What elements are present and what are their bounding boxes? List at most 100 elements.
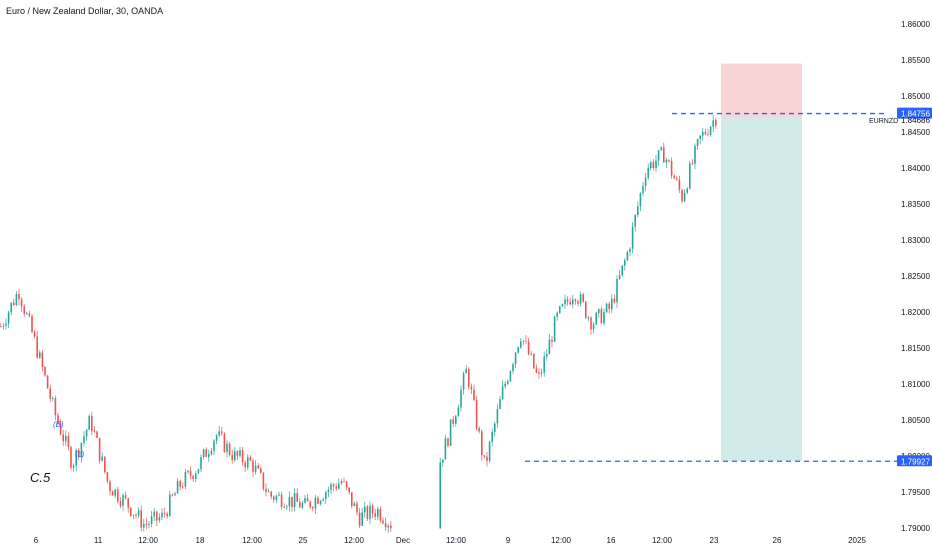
candle-body (709, 126, 712, 135)
price-tick-label: 1.82000 (901, 308, 930, 317)
candle-body (312, 507, 314, 509)
candle-body (15, 293, 18, 306)
candle-body (114, 489, 116, 496)
candle-body (104, 456, 106, 473)
time-tick-label: 16 (607, 536, 616, 545)
candle-body (488, 441, 491, 461)
candle-body (689, 163, 691, 189)
candle-body (314, 497, 317, 509)
candle-body (153, 511, 155, 517)
time-axis[interactable]: 6 11 12:00 18 12:00 25 12:00 Dec 12:00 9 12:00 16 12… (34, 536, 867, 545)
candlestick-series (0, 115, 717, 533)
candle-body (712, 120, 714, 127)
candle-body (546, 354, 548, 357)
candle-body (319, 500, 322, 504)
support-price-label: 1.79927 (897, 455, 932, 467)
candle-body (57, 415, 59, 424)
candle-body (470, 386, 473, 390)
candle-body (691, 163, 694, 165)
candle-body (169, 494, 171, 517)
candle-body (234, 451, 236, 461)
price-axis[interactable]: 1.86000 1.85500 1.85000 1.84500 1.84000 1.835… (901, 20, 930, 533)
candle-body (569, 301, 571, 305)
candle-body (228, 443, 231, 455)
candle-body (174, 493, 176, 496)
candle-body (205, 449, 207, 457)
candle-body (106, 472, 109, 482)
candle-body (109, 481, 111, 492)
price-tick-label: 1.82500 (901, 272, 930, 281)
candle-body (377, 508, 379, 517)
candle-body (538, 372, 540, 374)
candle-body (369, 505, 371, 519)
support-price-label-text: 1.79927 (901, 457, 930, 466)
take-profit-zone[interactable] (721, 117, 802, 462)
price-tick-label: 1.85000 (901, 92, 930, 101)
stop-loss-zone[interactable] (721, 63, 802, 118)
candle-body (36, 336, 38, 358)
candle-body (218, 431, 220, 436)
candle-body (457, 407, 460, 417)
candle-body (345, 481, 348, 488)
price-tick-label: 1.80500 (901, 416, 930, 425)
candle-body (270, 491, 272, 497)
candle-body (176, 480, 179, 494)
candle-body (166, 513, 168, 517)
candle-body (629, 248, 631, 253)
candle-body (236, 451, 239, 456)
candle-body (140, 510, 142, 528)
candle-body (364, 506, 366, 513)
candle-body (660, 147, 662, 151)
candle-body (239, 450, 241, 456)
candle-body (707, 134, 709, 135)
candle-body (696, 139, 699, 147)
candle-body (26, 313, 28, 315)
candle-body (618, 275, 621, 279)
candle-body (267, 491, 270, 493)
candle-body (278, 494, 280, 496)
candle-body (98, 437, 101, 461)
candle-body (382, 520, 384, 524)
candle-body (486, 456, 488, 461)
candle-body (18, 293, 20, 300)
candle-body (221, 431, 223, 434)
candle-body (33, 332, 36, 337)
candle-body (447, 438, 449, 446)
candle-body (442, 459, 444, 463)
candle-body (231, 454, 233, 461)
price-tick-label: 1.79000 (901, 524, 930, 533)
candle-body (455, 416, 457, 424)
candle-body (49, 388, 51, 399)
candle-body (23, 306, 25, 314)
price-tick-label: 1.83000 (901, 236, 930, 245)
candle-body (70, 447, 72, 468)
candle-body (681, 189, 683, 202)
candle-body (2, 325, 5, 327)
candle-body (460, 389, 462, 408)
time-tick-label: 11 (94, 536, 103, 545)
candle-body (187, 470, 189, 473)
candle-body (171, 494, 174, 496)
candle-body (533, 353, 535, 369)
candle-body (663, 147, 665, 163)
candle-body (304, 498, 306, 503)
candle-body (301, 502, 304, 508)
plot-area[interactable] (0, 63, 915, 533)
candle-body (124, 495, 127, 499)
candle-body (241, 450, 244, 463)
candle-body (468, 368, 470, 387)
candle-body (512, 364, 514, 372)
candle-body (179, 480, 181, 487)
candle-body (130, 507, 132, 516)
candle-body (156, 511, 158, 521)
time-tick-label: 12:00 (344, 536, 365, 545)
candle-body (10, 302, 12, 313)
time-tick-label: 23 (710, 536, 719, 545)
candle-body (20, 299, 23, 307)
candle-body (343, 481, 345, 483)
candle-body (699, 135, 701, 140)
candle-body (592, 324, 595, 330)
candle-body (676, 178, 678, 180)
candle-body (317, 497, 319, 504)
